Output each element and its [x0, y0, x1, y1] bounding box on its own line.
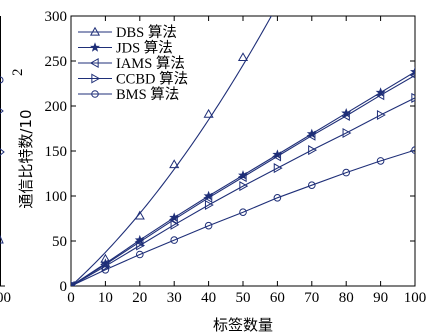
data-point-marker	[342, 127, 352, 139]
series-line	[71, 149, 415, 286]
y-axis-title-exponent: 2	[10, 69, 26, 77]
data-point-marker	[168, 214, 178, 225]
series-4	[71, 146, 415, 286]
legend-entry: DBS 算法	[78, 24, 177, 41]
data-point-marker	[376, 109, 386, 121]
data-point-marker	[411, 146, 415, 154]
x-axis-title: 标签数量	[213, 316, 273, 333]
x-tick-label: 50	[236, 290, 251, 306]
data-point-marker	[239, 208, 247, 216]
data-point-marker	[89, 26, 101, 36]
chart-ticks: 0 10 20 30 40 50 60 70 80 90 100 0 50 100 150 200 250 300	[45, 9, 427, 306]
series-line	[71, 74, 415, 286]
data-point-marker	[409, 72, 415, 79]
fragment-marker	[0, 234, 4, 244]
legend-entry: BMS 算法	[78, 86, 179, 103]
series-line	[71, 71, 415, 286]
x-tick-label: 70	[304, 290, 319, 306]
data-point-marker	[203, 108, 214, 118]
data-point-marker	[272, 151, 282, 162]
x-tick-label: 30	[167, 290, 182, 306]
data-point-marker	[134, 210, 145, 220]
legend-label: BMS 算法	[116, 86, 179, 103]
fragment-marker	[0, 107, 4, 115]
data-point-marker	[134, 236, 144, 247]
data-point-marker	[342, 168, 351, 177]
data-point-marker	[101, 261, 111, 272]
data-point-marker	[136, 250, 144, 259]
data-point-marker	[376, 157, 385, 165]
y-tick-label: 0	[60, 279, 68, 295]
data-point-marker	[170, 236, 178, 244]
series-0	[71, 16, 272, 286]
y-tick-label: 100	[45, 189, 68, 205]
y-tick-label: 150	[45, 144, 68, 160]
data-point-marker	[91, 90, 99, 98]
y-tick-label: 300	[45, 9, 68, 25]
y-tick-label: 250	[45, 54, 68, 70]
series-line	[71, 16, 272, 286]
data-point-marker	[340, 110, 350, 121]
legend-label: CCBD 算法	[116, 71, 188, 88]
data-point-marker	[204, 221, 213, 230]
fragment-marker	[0, 76, 4, 84]
x-tick-label: 90	[373, 290, 388, 306]
legend-label: DBS 算法	[116, 24, 177, 41]
x-tick-label: 80	[339, 290, 354, 306]
fragment-marker	[0, 148, 5, 156]
data-point-marker	[136, 240, 146, 251]
data-point-marker	[239, 181, 249, 192]
data-point-marker	[71, 283, 77, 286]
y-tick-label: 200	[45, 99, 68, 115]
legend-label: IAMS 算法	[116, 55, 185, 72]
legend-entry: JDS 算法	[78, 40, 173, 57]
data-point-marker	[308, 181, 316, 189]
legend-entry: IAMS 算法	[78, 55, 185, 72]
data-point-marker	[308, 145, 318, 156]
x-tick-label: 10	[98, 290, 113, 306]
y-tick-label: 50	[52, 234, 67, 250]
x-tick-label: 20	[132, 290, 147, 306]
data-point-marker	[204, 199, 214, 211]
legend-entry: CCBD 算法	[78, 71, 188, 88]
data-point-marker	[91, 73, 101, 84]
data-point-marker	[203, 192, 213, 203]
data-point-marker	[375, 90, 385, 101]
x-tick-label: 100	[404, 290, 427, 306]
data-point-marker	[306, 130, 316, 141]
legend-label: JDS 算法	[116, 40, 173, 57]
data-point-marker	[169, 159, 180, 169]
data-point-marker	[237, 172, 247, 183]
fragment-tick-label: 00	[0, 290, 11, 306]
data-point-marker	[89, 57, 99, 69]
x-tick-label: 0	[67, 290, 75, 306]
y-axis-title: 通信比特数/10 2	[10, 69, 35, 209]
data-point-marker	[411, 92, 415, 103]
data-point-marker	[273, 194, 282, 202]
x-tick-label: 60	[270, 290, 285, 306]
data-point-marker	[237, 52, 249, 62]
chart-series	[71, 16, 415, 286]
x-tick-label: 40	[201, 290, 216, 306]
series-3	[71, 92, 415, 286]
series-line	[71, 97, 415, 286]
neighbor-chart-fragment: 00	[0, 16, 11, 306]
y-axis-title-text: 通信比特数/10	[17, 109, 35, 208]
data-point-marker	[273, 163, 283, 174]
data-point-marker	[101, 266, 110, 274]
data-point-marker	[170, 219, 180, 230]
data-point-marker	[90, 42, 100, 52]
